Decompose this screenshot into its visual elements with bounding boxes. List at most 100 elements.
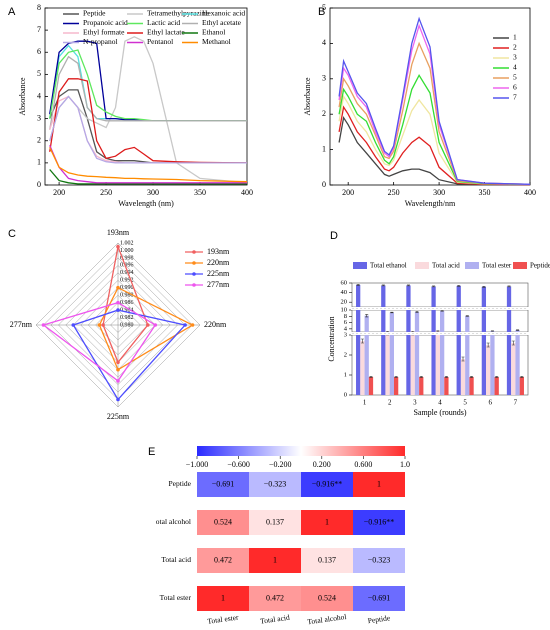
error-bar [461,356,465,362]
error-bar [356,284,360,286]
x-tick-label: 400 [524,188,536,197]
spectrum-line [338,23,531,185]
bar [486,345,491,395]
radar-point [116,308,120,312]
axis-segment-frame [351,282,529,308]
spectrum-line [49,95,247,164]
colorbar-tick-label: 0.200 [313,460,331,469]
legend-label: 2 [513,43,517,52]
error-bar [520,376,524,378]
legend-label: Propanoic acid [83,18,128,27]
radar-point [153,323,158,327]
panel-label: D [330,230,338,242]
y-tick-label: 7 [37,25,41,34]
spectrum-line [49,169,247,185]
bar [368,377,374,395]
bar [440,310,445,395]
heatmap-cell [301,510,353,535]
spectrum-line [49,55,247,130]
legend-label: 225nm [207,269,230,278]
heatmap-cell [249,472,301,497]
spectrum-line [338,105,531,186]
legend-label: Hexanoic acid [202,9,245,18]
y-tick-label: 6 [37,47,41,56]
y-tick-label: 2 [322,109,326,118]
colorbar-tick-label: 0.600 [354,460,372,469]
y-tick-label: 1 [344,371,347,378]
spectrum-line [49,78,248,164]
x-tick-label: 6 [489,399,493,407]
y-tick-label: 3 [344,331,347,338]
cell-label: −0.323 [368,555,391,564]
bar [406,285,411,395]
legend-label: 6 [513,83,517,92]
bar [494,377,499,395]
radial-tick-label: 1.002 [120,240,134,246]
heatmap-cell [197,510,249,535]
bar [444,377,449,395]
heatmap-cell [353,472,405,497]
y-tick-label: 4 [37,91,41,100]
bar [364,315,369,395]
legend-marker [192,250,196,254]
radial-tick-label: 0.992 [120,278,134,284]
heatmap-cell [249,586,301,611]
bar [431,286,436,395]
error-bar [415,310,419,313]
radar-point [183,323,187,327]
colorbar-tick-label: −1.000 [186,460,209,469]
heatmap-cell [301,548,353,573]
error-bar [495,376,499,378]
error-bar [394,376,398,378]
panel-label: A [8,6,16,18]
x-tick-label: 350 [479,188,491,197]
cell-label: −0.323 [264,479,287,488]
column-label: Peptide [367,613,391,625]
x-tick-label: 400 [241,188,253,197]
legend-label: Ethyl acetate [202,18,242,27]
radar-axis-label: 193nm [107,228,130,237]
cell-label: 1 [377,479,381,488]
column-label: Total acid [260,613,291,626]
radar-point [116,360,120,365]
error-bar [369,376,373,378]
legend-swatch [465,262,479,269]
cell-label: −0.916** [364,517,395,526]
y-tick-label: 2 [344,351,347,358]
legend-marker [192,272,196,276]
heatmap-cell [301,472,353,497]
y-axis-label: Absorbance [18,77,27,116]
panel-label: E [148,446,155,458]
plot-frame [329,7,531,186]
cell-label: −0.691 [368,593,391,602]
row-label: Peptide [169,479,192,488]
y-axis-label: Absorbance [303,77,312,116]
legend-label: 277nm [207,280,230,289]
legend-marker [192,261,196,265]
cell-label: 0.472 [214,555,232,564]
bar [393,377,399,395]
spectrum-line [49,36,248,184]
error-bar [436,330,440,332]
column-label: Total alcohol [307,612,347,626]
legend-swatch [415,262,429,269]
error-bar [511,340,515,346]
heatmap-cell [197,586,249,611]
y-tick-label: 20 [341,299,348,306]
radial-tick-label: 0.988 [120,293,134,299]
colorbar-tick-label: −0.600 [227,460,250,469]
legend-label: Peptide [530,262,550,270]
bar [410,331,415,395]
error-bar [444,376,448,378]
legend-label: Peptide [83,9,106,18]
heatmap-cell [197,472,249,497]
x-tick-label: 350 [194,188,206,197]
bar [490,331,495,395]
panel-label: B [318,6,325,18]
y-tick-label: 2 [37,136,41,145]
x-tick-label: 5 [463,399,467,407]
colorbar [197,446,405,456]
error-bar [365,314,369,318]
cell-label: 0.524 [214,517,232,526]
